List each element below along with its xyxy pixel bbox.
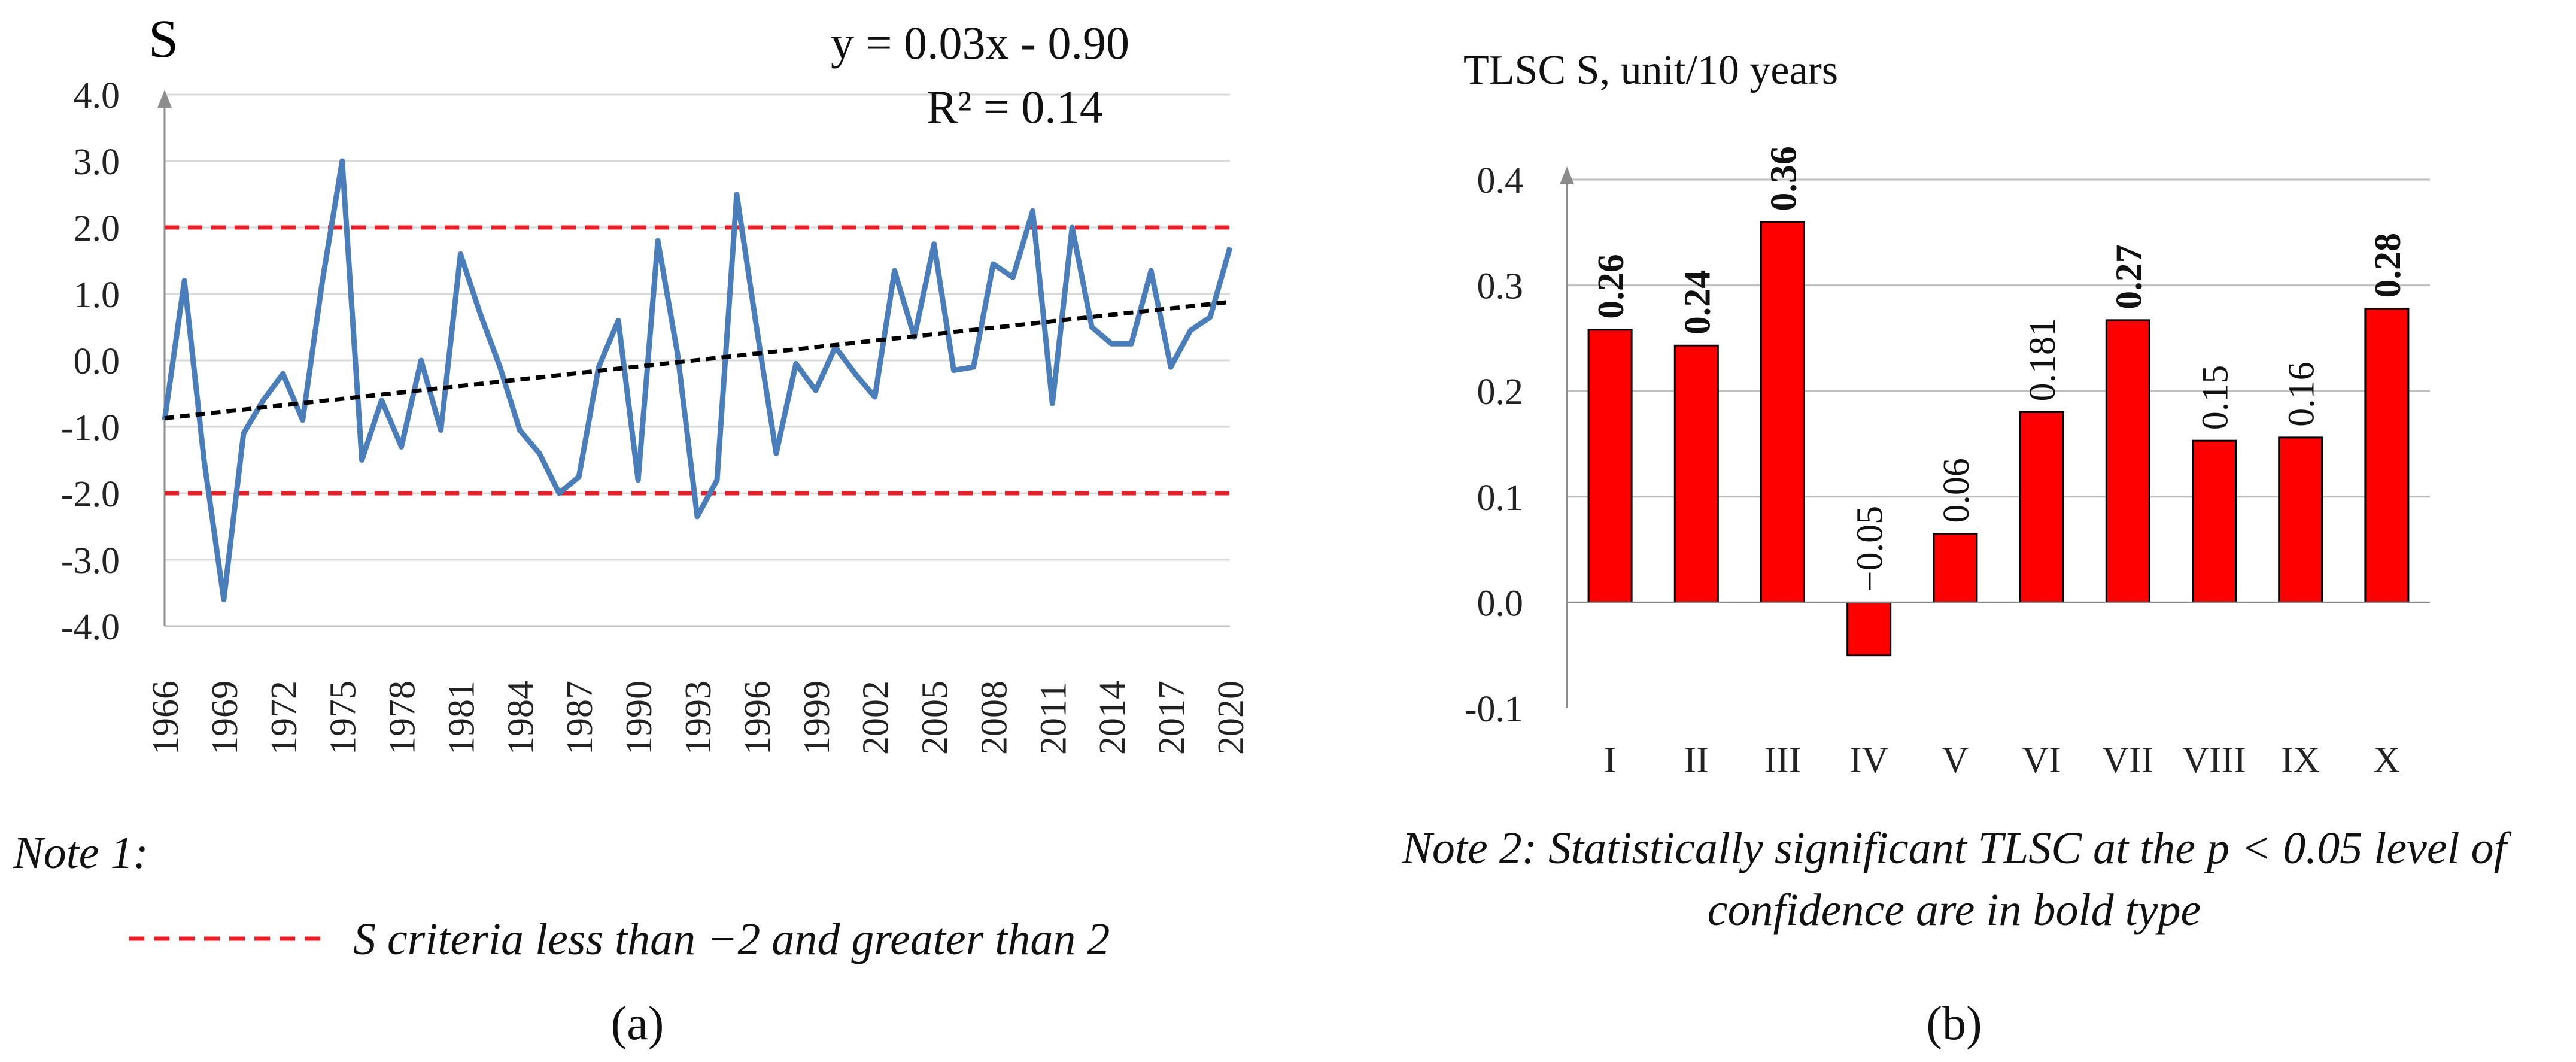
y-tick-labels: 4.0 3.0 2.0 1.0 0.0 -1.0 -2.0 -3.0 -4.0: [61, 75, 120, 648]
bar-value-label: −0.05: [1850, 506, 1891, 591]
y-axis-arrow-icon: [157, 90, 172, 108]
bars: [1587, 221, 2410, 657]
series-line: [162, 158, 1233, 603]
y-tick-label: -4.0: [61, 607, 120, 648]
bar: [1673, 344, 1719, 603]
x-tick-label: I: [1604, 740, 1617, 781]
x-tick-label: X: [2374, 740, 2401, 781]
x-tick-label: VI: [2022, 740, 2061, 781]
bar-value-label: 0.181: [2022, 318, 2063, 402]
panel-a-label: (a): [611, 997, 664, 1050]
y-tick-label: 1.0: [74, 275, 120, 315]
bar-value-labels: 0.26 0.24 0.36 −0.05 0.06 0.181 0.27 0.15 0.16 0.…: [1591, 146, 2408, 591]
x-tick-label: 1966: [145, 681, 186, 755]
x-tick-label: 1996: [737, 681, 778, 755]
x-tick-label: 1987: [560, 681, 600, 755]
legend-label: S criteria less than −2 and greater than…: [353, 914, 1110, 964]
x-tick-label: 1990: [619, 681, 660, 755]
x-tick-label: 1972: [264, 681, 305, 755]
y-tick-label: -1.0: [61, 408, 120, 448]
y-tick-label: 0.0: [1477, 583, 1524, 624]
x-tick-label: V: [1942, 740, 1969, 781]
x-tick-label: VII: [2102, 740, 2153, 781]
y-tick-label: -3.0: [61, 541, 120, 581]
x-tick-label: 2011: [1033, 682, 1074, 755]
x-tick-label: III: [1764, 740, 1802, 781]
bar: [2278, 436, 2323, 603]
x-tick-label: 1978: [382, 681, 423, 755]
bar-value-label: 0.15: [2195, 365, 2236, 430]
x-tick-label: 2005: [915, 681, 956, 755]
bar-value-label: 0.16: [2282, 362, 2322, 427]
y-tick-label: 0.2: [1477, 372, 1524, 412]
bar: [1587, 329, 1633, 603]
y-axis-label: S: [148, 10, 178, 69]
x-tick-label: 1984: [500, 681, 541, 755]
y-axis-label: TLSC S, unit/10 years: [1463, 47, 1838, 93]
bar-value-label: 0.26: [1591, 254, 1632, 319]
y-tick-label: -2.0: [61, 474, 120, 515]
y-tick-label: 0.0: [74, 341, 120, 382]
x-tick-label: IX: [2281, 740, 2320, 781]
y-tick-label: 2.0: [74, 208, 120, 249]
bar-value-label: 0.27: [2109, 244, 2149, 310]
x-tick-label: 1993: [678, 681, 719, 755]
x-tick-label: 1969: [205, 681, 245, 755]
y-tick-labels: 0.4 0.3 0.2 0.1 0.0 -0.1: [1465, 160, 1523, 730]
y-tick-label: 4.0: [74, 75, 120, 116]
y-tick-label: 0.3: [1477, 266, 1524, 307]
y-tick-label: -0.1: [1465, 689, 1523, 730]
x-tick-label: 2017: [1152, 681, 1192, 755]
x-tick-label: IV: [1849, 740, 1889, 781]
y-tick-label: 0.4: [1477, 160, 1524, 201]
bar-value-label: 0.24: [1677, 270, 1718, 335]
bar: [2105, 319, 2150, 603]
panel-a-line-chart: 4.0 3.0 2.0 1.0 0.0 -1.0 -2.0 -3.0 -4.0 1966 1969…: [13, 10, 1251, 1050]
trend-equation: y = 0.03x - 0.90: [831, 17, 1129, 69]
x-tick-label: 1981: [441, 681, 482, 755]
x-tick-label: 2014: [1092, 681, 1133, 755]
bar: [2019, 411, 2064, 603]
bar: [2364, 307, 2410, 603]
y-tick-label: 3.0: [74, 142, 120, 183]
x-tick-labels: I II III IV V VI VII VIII IX X: [1604, 740, 2401, 781]
bar-value-label: 0.28: [2368, 233, 2408, 298]
y-tick-label: 0.1: [1477, 478, 1524, 518]
x-tick-label: 1975: [323, 681, 364, 755]
bar: [1760, 221, 1805, 603]
bar: [1846, 601, 1892, 657]
x-tick-label: VIII: [2182, 740, 2246, 781]
x-tick-label: II: [1684, 740, 1709, 781]
x-tick-label: 1999: [797, 681, 837, 755]
x-tick-label: 2002: [856, 681, 897, 755]
y-axis-arrow-icon: [1560, 166, 1574, 184]
x-tick-labels: 1966 1969 1972 1975 1978 1981 1984 1987 1990 1993…: [145, 681, 1251, 755]
bar: [2192, 439, 2237, 603]
bar-value-label: 0.06: [1936, 458, 1977, 523]
threshold-lines: [165, 225, 1230, 496]
panel-b-label: (b): [1926, 997, 1982, 1050]
trend-r-squared: R² = 0.14: [926, 81, 1103, 133]
note-1-title: Note 1:: [13, 828, 148, 878]
trend-line: [164, 299, 1231, 421]
x-tick-label: 2008: [974, 681, 1014, 755]
note-2-line-1: Note 2: Statistically significant TLSC a…: [1401, 823, 2511, 873]
panel-b-bar-chart: TLSC S, unit/10 years 0.4 0.3 0.2 0.1 0.0 -0.…: [1401, 47, 2511, 1050]
bar: [1933, 533, 1978, 603]
note-2-line-2: confidence are in bold type: [1708, 885, 2201, 935]
bar-value-label: 0.36: [1764, 146, 1805, 211]
x-tick-label: 2020: [1211, 681, 1251, 755]
